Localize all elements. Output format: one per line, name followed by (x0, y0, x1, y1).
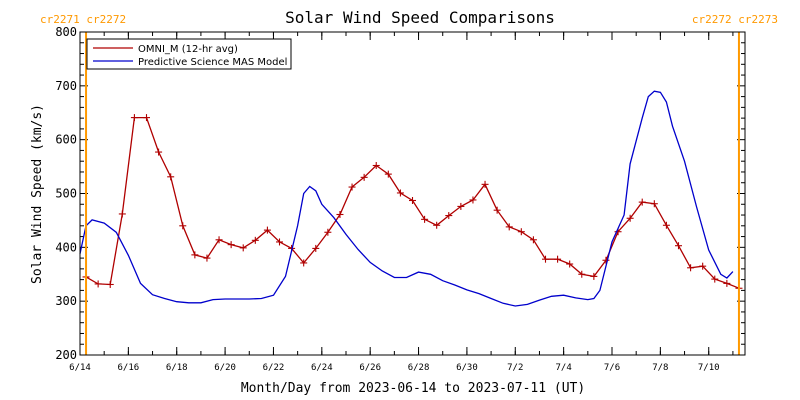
omni-data-point (566, 260, 574, 268)
omni-data-point (143, 114, 150, 122)
omni-data-point (312, 244, 320, 252)
x-tick-label: 6/24 (311, 363, 333, 373)
omni-data-point (191, 251, 199, 259)
legend-box (86, 38, 292, 70)
omni-data-point (118, 210, 126, 218)
omni-data-point (711, 275, 719, 283)
y-tick-label: 200 (55, 348, 77, 362)
omni-data-point (469, 196, 477, 204)
x-tick-label: 6/28 (408, 363, 430, 373)
carrington-label: cr2271 cr2272 (40, 13, 126, 26)
carrington-rotation-lines (85, 32, 740, 355)
omni-data-point (578, 270, 586, 278)
omni-data-point (130, 114, 138, 122)
y-tick-label: 800 (55, 25, 77, 39)
y-tick-label: 500 (55, 187, 77, 201)
y-tick-label: 300 (55, 294, 77, 308)
omni-data-point (300, 259, 308, 267)
x-tick-label: 7/4 (556, 363, 572, 373)
legend: OMNI_M (12-hr avg) Predictive Science MA… (86, 38, 292, 70)
omni-data-point (203, 254, 211, 262)
y-tick-labels: 200 300 400 500 600 700 800 (55, 25, 77, 362)
x-tick-labels: 6/14 6/16 6/18 6/20 6/22 6/24 6/26 6/28 6/30 7/2 7… (69, 363, 719, 373)
y-axis-title: Solar Wind Speed (km/s) (30, 104, 45, 284)
omni-data-point (396, 189, 404, 197)
x-tick-label: 6/20 (214, 363, 236, 373)
x-tick-label: 6/16 (118, 363, 140, 373)
omni-data-point (517, 228, 525, 236)
omni-data-point (251, 236, 259, 244)
omni-data-point (433, 221, 441, 229)
omni-data-point (409, 196, 416, 204)
omni-data-point (445, 212, 453, 220)
x-tick-label: 7/8 (652, 363, 668, 373)
omni-data-point (699, 262, 707, 270)
x-tick-label: 6/18 (166, 363, 188, 373)
omni-data-point (215, 236, 223, 244)
chart-title: Solar Wind Speed Comparisons (285, 8, 555, 27)
omni-data-point (276, 238, 283, 246)
omni-data-point (360, 173, 368, 181)
carrington-rotation-labels: cr2271 cr2272 cr2272 cr2273 (40, 13, 778, 26)
omni-data-point (324, 228, 332, 236)
omni-data-point (263, 226, 271, 234)
omni-data-point (106, 280, 114, 288)
omni-data-point (457, 202, 465, 210)
y-tick-label: 600 (55, 133, 77, 147)
omni-data-point (529, 236, 537, 244)
x-tick-label: 6/30 (456, 363, 478, 373)
omni-data-point (384, 170, 392, 178)
omni-data-point (179, 222, 187, 230)
x-tick-label: 6/22 (263, 363, 285, 373)
omni-data-point (687, 264, 695, 272)
axis-ticks (79, 31, 745, 356)
x-tick-label: 7/6 (604, 363, 620, 373)
x-tick-label: 7/2 (507, 363, 523, 373)
omni-data-point (638, 198, 646, 206)
omni-data-point (723, 279, 731, 287)
legend-label-mas: Predictive Science MAS Model (138, 57, 287, 68)
carrington-label: cr2272 cr2273 (692, 13, 778, 26)
omni-data-point (167, 173, 175, 181)
y-tick-label: 700 (55, 79, 77, 93)
omni-data-point (348, 183, 356, 191)
omni-data-point (505, 223, 513, 231)
omni-data-point (421, 215, 429, 223)
omni-data-point (493, 206, 501, 214)
omni-data-point (650, 200, 658, 208)
omni-data-point (155, 148, 163, 156)
series-layer (79, 90, 743, 307)
omni-data-point (94, 280, 102, 288)
omni-data-point (542, 255, 549, 263)
omni-data-point (372, 162, 380, 170)
omni-data-point (662, 221, 670, 229)
omni-data-point (336, 210, 344, 218)
x-tick-label: 6/26 (359, 363, 381, 373)
omni-data-point (590, 272, 598, 280)
x-axis-title: Month/Day from 2023-06-14 to 2023-07-11 … (241, 381, 585, 396)
plot-frame (79, 31, 746, 356)
x-tick-label: 6/14 (69, 363, 91, 373)
omni-data-point (239, 244, 247, 252)
omni-data-point (481, 180, 489, 188)
omni-data-point (554, 255, 562, 263)
y-tick-label: 400 (55, 240, 77, 254)
mas-series-line (79, 90, 734, 307)
legend-label-omni: OMNI_M (12-hr avg) (138, 44, 238, 55)
omni-data-point (227, 241, 235, 249)
omni-data-point (602, 256, 610, 264)
x-tick-label: 7/10 (698, 363, 720, 373)
omni-data-point (675, 242, 682, 250)
omni-data-point (626, 214, 634, 222)
